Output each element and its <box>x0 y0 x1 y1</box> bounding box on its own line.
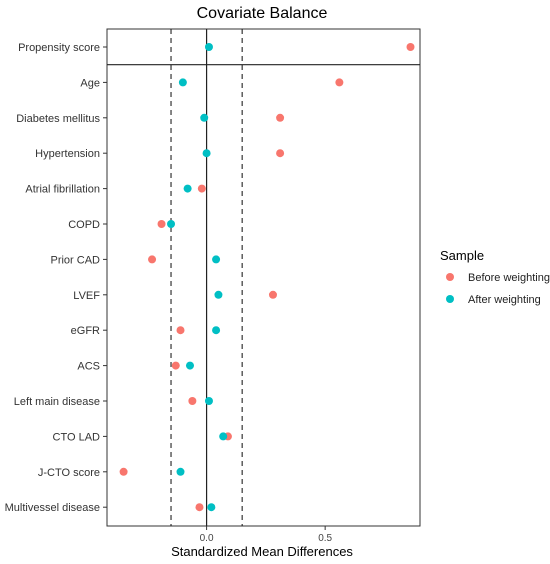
after-weighting-point <box>212 326 221 335</box>
after-weighting-point <box>200 113 209 122</box>
legend-label-before-weighting: Before weighting <box>468 272 550 284</box>
before-weighting-point <box>176 326 185 335</box>
before-weighting-point <box>157 220 166 228</box>
after-weighting-point <box>219 432 228 441</box>
after-weighting-point <box>212 255 221 264</box>
legend: Sample Before weighting After weighting <box>440 248 550 306</box>
before-weighting-point <box>197 184 206 193</box>
before-weighting-point <box>276 149 285 158</box>
legend-key-before-weighting <box>446 273 454 281</box>
legend-key-after-weighting <box>446 295 454 303</box>
y-tick-label: COPD <box>68 219 100 231</box>
legend-label-after-weighting: After weighting <box>468 294 541 306</box>
chart-title: Covariate Balance <box>197 5 328 22</box>
x-tick-label: 0.5 <box>318 533 332 544</box>
y-tick-label: Propensity score <box>18 42 100 54</box>
after-weighting-point <box>178 78 187 87</box>
reference-lines <box>107 29 420 526</box>
after-weighting-point <box>214 290 223 299</box>
after-weighting-point <box>202 149 211 158</box>
after-weighting-point <box>204 43 213 51</box>
y-tick-label: Left main disease <box>14 396 100 408</box>
before-weighting-point <box>406 43 415 51</box>
y-tick-label: eGFR <box>71 325 100 337</box>
y-tick-label: Age <box>80 77 100 89</box>
y-tick-label: Atrial fibrillation <box>25 184 100 196</box>
before-weighting-point <box>268 290 277 299</box>
before-weighting-point <box>276 113 285 122</box>
panel-border <box>106 28 421 527</box>
x-axis-ticks: 0.0 0.5 <box>200 526 333 544</box>
before-weighting-point <box>119 467 128 476</box>
y-tick-label: CTO LAD <box>53 431 101 443</box>
before-weighting-point <box>195 503 204 512</box>
legend-title: Sample <box>440 248 484 263</box>
x-axis-title: Standardized Mean Differences <box>171 544 353 559</box>
after-weighting-point <box>207 503 216 512</box>
legend-items: Before weighting After weighting <box>446 272 550 306</box>
after-weighting-point <box>185 361 194 370</box>
after-weighting-point <box>176 467 185 476</box>
before-weighting-point <box>335 78 344 87</box>
y-tick-label: Hypertension <box>35 148 100 160</box>
y-tick-label: Diabetes mellitus <box>16 113 100 125</box>
plot-panel <box>106 28 421 527</box>
before-weighting-point <box>171 361 180 370</box>
y-tick-label: ACS <box>77 361 100 373</box>
y-tick-label: Prior CAD <box>50 254 100 266</box>
after-weighting-point <box>204 397 213 405</box>
y-tick-label: J-CTO score <box>38 467 100 479</box>
before-weighting-point <box>188 397 197 405</box>
after-weighting-point <box>183 184 192 193</box>
x-tick-label: 0.0 <box>200 533 214 544</box>
before-weighting-point <box>148 255 157 264</box>
data-points <box>119 43 415 512</box>
y-tick-label: LVEF <box>73 290 100 302</box>
y-tick-label: Multivessel disease <box>5 502 100 514</box>
y-axis-labels: Propensity score Age Diabetes mellitus Hype… <box>5 42 107 514</box>
after-weighting-point <box>167 220 176 228</box>
